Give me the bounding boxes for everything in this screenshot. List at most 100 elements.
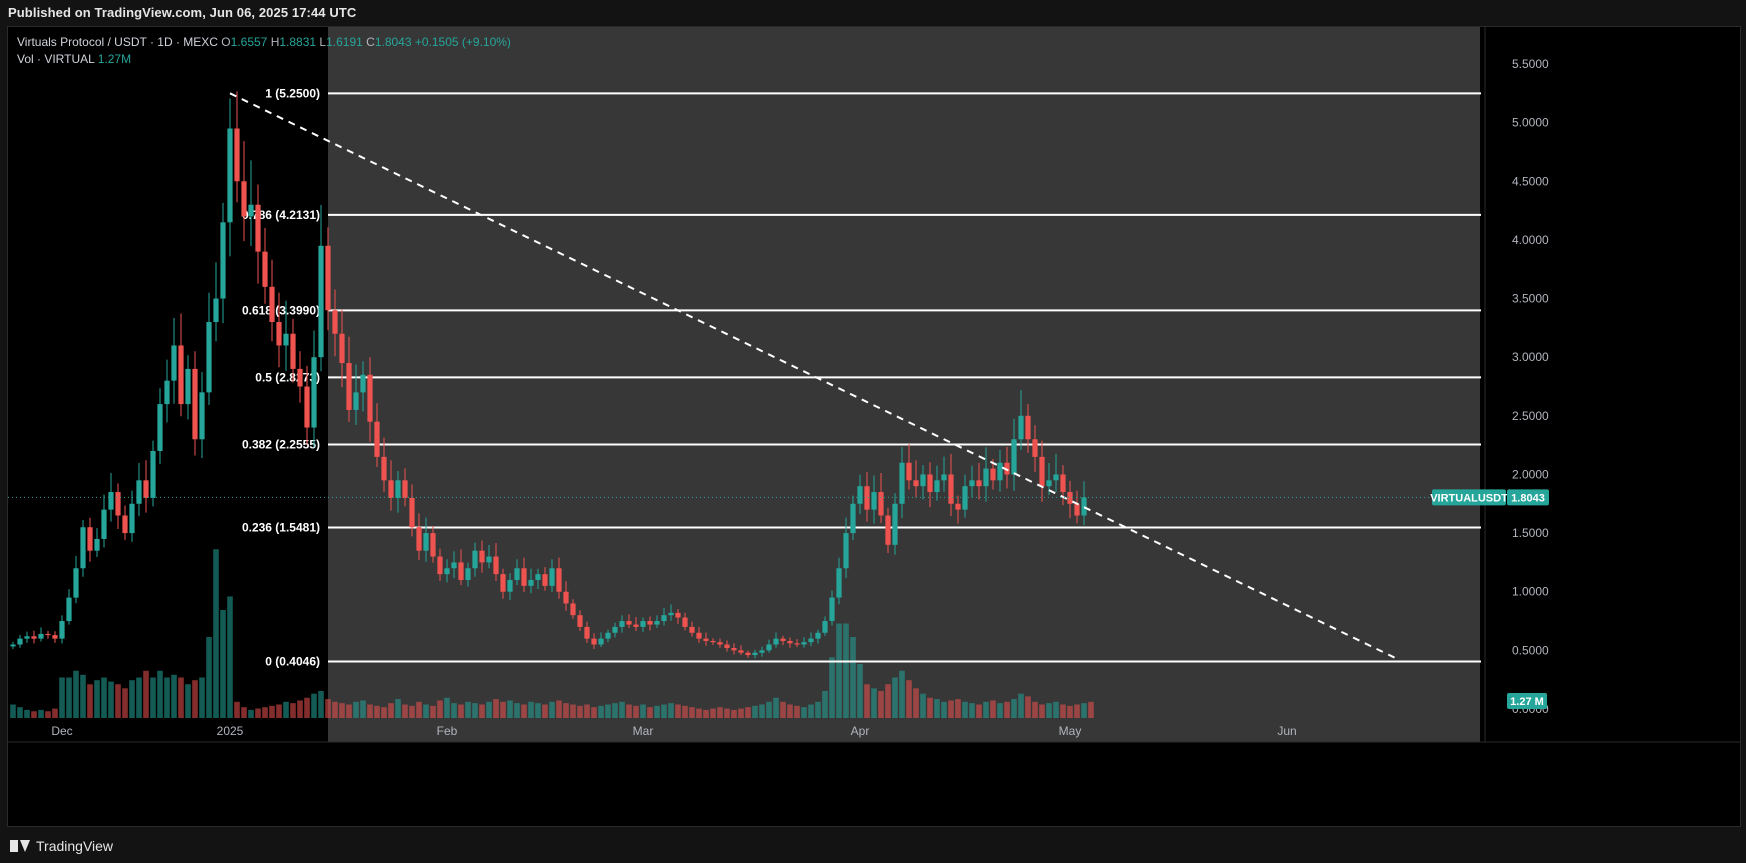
- volume-label[interactable]: Vol · VIRTUAL: [17, 52, 95, 66]
- price-tick-label: 2.0000: [1512, 467, 1549, 481]
- price-tick-label: 4.5000: [1512, 174, 1549, 188]
- volume-bar: [934, 699, 940, 718]
- fib-level-label: 0.618 (3.3990): [242, 303, 320, 317]
- candle-body: [850, 503, 856, 534]
- volume-bar: [17, 707, 23, 718]
- candle-body: [899, 462, 905, 504]
- candle-body: [1039, 456, 1045, 487]
- volume-bar: [654, 705, 660, 718]
- fib-level-label: 0.236 (1.5481): [242, 520, 320, 534]
- price-chart[interactable]: 1 (5.2500) 0.786 (4.2131) 0.618 (3.3990) 0.…: [0, 0, 1746, 829]
- volume-bar: [703, 709, 709, 718]
- candle-body: [94, 538, 100, 551]
- symbol-name[interactable]: Virtuals Protocol / USDT · 1D · MEXC: [17, 35, 218, 49]
- candle-body: [640, 621, 646, 627]
- time-axis[interactable]: Dec 2025 Feb Mar Apr May Jun: [51, 724, 1296, 738]
- volume-bar: [80, 674, 86, 718]
- candle-body: [87, 527, 93, 551]
- price-tick-label: 3.0000: [1512, 350, 1549, 364]
- candle-body: [241, 181, 247, 217]
- volume-bar: [381, 707, 387, 718]
- candle-body: [381, 456, 387, 481]
- volume-bar: [521, 704, 527, 718]
- fibonacci-levels[interactable]: 1 (5.2500) 0.786 (4.2131) 0.618 (3.3990) 0.…: [242, 86, 1481, 669]
- candle-body: [332, 310, 338, 334]
- candle-body: [283, 333, 289, 346]
- candle-body: [948, 474, 954, 504]
- volume-bar: [696, 708, 702, 718]
- volume-bar: [577, 705, 583, 718]
- volume-bar: [276, 704, 282, 718]
- volume-bar: [871, 688, 877, 718]
- price-tick-label: 1.0000: [1512, 585, 1549, 599]
- volume-bar: [500, 701, 506, 718]
- time-tick-label: Apr: [851, 724, 870, 738]
- volume-row: Vol · VIRTUAL 1.27M: [17, 51, 511, 68]
- candle-body: [1025, 415, 1031, 440]
- candle-body: [346, 363, 352, 410]
- candle-body: [703, 638, 709, 641]
- volume-bar: [248, 709, 254, 718]
- high-value: 1.8831: [279, 35, 317, 49]
- volume-bar: [150, 677, 156, 718]
- candle-body: [829, 597, 835, 622]
- volume-bar: [675, 704, 681, 718]
- volume-bar: [514, 703, 520, 718]
- volume-bar: [710, 708, 716, 718]
- volume-bar: [493, 699, 499, 718]
- volume-bars: [10, 549, 1094, 718]
- volume-bar: [738, 708, 744, 718]
- volume-bar: [444, 697, 450, 718]
- candle-body: [584, 626, 590, 639]
- volume-bar: [164, 677, 170, 718]
- volume-bar: [430, 705, 436, 718]
- volume-bar: [955, 699, 961, 718]
- volume-tag: 1.27 M: [1507, 693, 1547, 709]
- candle-body: [10, 644, 16, 647]
- candle-body: [1011, 439, 1017, 475]
- volume-bar: [283, 701, 289, 718]
- volume-bar: [157, 670, 163, 718]
- volume-bar: [108, 681, 114, 718]
- trendline-dashed[interactable]: [229, 92, 1400, 661]
- candle-body: [675, 612, 681, 618]
- volume-bar: [185, 684, 191, 718]
- candle-body: [1060, 474, 1066, 493]
- candle-body: [59, 621, 65, 639]
- volume-bar: [948, 700, 954, 718]
- fib-level-label: 0.5 (2.8273): [255, 370, 320, 384]
- volume-bar: [549, 701, 555, 718]
- candle-body: [1018, 415, 1024, 440]
- candle-body: [1081, 497, 1087, 516]
- tradingview-logo[interactable]: TradingView: [10, 829, 113, 863]
- candle-body: [710, 640, 716, 643]
- volume-bar: [647, 707, 653, 718]
- volume-bar: [570, 704, 576, 718]
- volume-bar: [171, 674, 177, 718]
- volume-bar: [31, 711, 37, 718]
- candle-body: [353, 392, 359, 410]
- volume-bar: [878, 691, 884, 718]
- volume-bar: [920, 693, 926, 718]
- candle-body: [451, 562, 457, 569]
- fib-level-label: 0.786 (4.2131): [242, 208, 320, 222]
- candle-body: [738, 650, 744, 653]
- candle-body: [276, 322, 282, 346]
- footer-bar: TradingView: [0, 829, 1746, 863]
- candle-body: [38, 633, 44, 639]
- candle-body: [955, 503, 961, 510]
- volume-bar: [360, 700, 366, 718]
- candle-body: [857, 486, 863, 504]
- price-axis[interactable]: 0.00000.50001.00001.50002.00002.50003.00…: [1512, 57, 1549, 716]
- candle-body: [129, 503, 135, 534]
- close-value: 1.8043: [374, 35, 412, 49]
- candle-body: [906, 462, 912, 481]
- candle-body: [80, 527, 86, 569]
- candle-body: [696, 632, 702, 639]
- volume-bar: [115, 684, 121, 718]
- candle-body: [661, 615, 667, 622]
- volume-bar: [129, 680, 135, 718]
- volume-bar: [731, 709, 737, 718]
- volume-bar: [66, 677, 72, 718]
- volume-bar: [689, 707, 695, 718]
